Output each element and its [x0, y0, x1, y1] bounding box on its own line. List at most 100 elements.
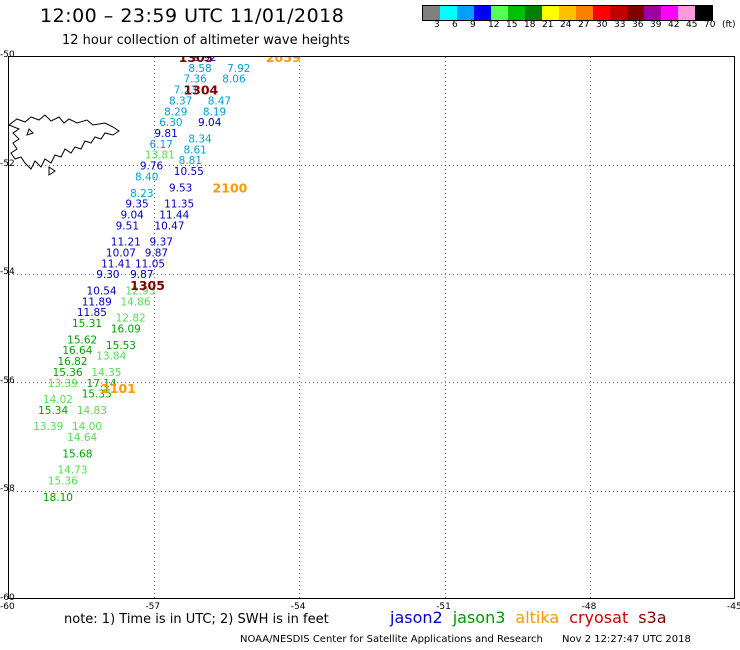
wave-height-reading: 9.87	[145, 247, 168, 259]
wave-height-reading: 12.82	[116, 313, 146, 325]
legend-swatch	[508, 6, 525, 20]
map-title: 12:00 – 23:59 UTC 11/01/2018	[40, 5, 345, 27]
pass-time-label: 1305	[130, 278, 165, 293]
wave-height-reading: 8.34	[188, 133, 212, 145]
legend-swatch	[610, 6, 627, 20]
wave-height-reading: 8.47	[208, 95, 231, 107]
pass-time-label: 1304	[183, 83, 218, 98]
wave-height-reading: 18.10	[43, 492, 73, 504]
wave-height-reading: 8.37	[169, 95, 192, 107]
wave-height-reading: 13.39	[48, 378, 78, 390]
map-subtitle: 12 hour collection of altimeter wave hei…	[62, 33, 350, 48]
wave-height-reading: 14.86	[120, 296, 150, 308]
pass-time-labels: 2059 1303 1304 2100 1305 2101	[101, 57, 301, 396]
longitude-label: -60	[0, 602, 15, 612]
legend-label: 18	[524, 20, 536, 30]
wave-height-reading: 16.64	[62, 345, 92, 357]
latitude-label: -54	[0, 267, 15, 278]
legend-label: 24	[560, 20, 572, 30]
legend-label: 6	[452, 20, 458, 30]
wave-height-reading: 8.06	[222, 74, 246, 86]
wave-height-reading: 9.04	[120, 209, 144, 221]
legend-swatch	[644, 6, 661, 20]
wave-height-reading: 14.35	[91, 367, 121, 379]
wave-height-reading: 8.58	[188, 63, 211, 75]
wave-height-reading: 9.04	[198, 117, 222, 129]
legend-label: 39	[650, 20, 662, 30]
wave-height-reading: 14.02	[43, 394, 73, 406]
wave-height-reading: 9.87	[130, 269, 153, 281]
wave-height-reading: 11.05	[135, 258, 165, 270]
map-frame: 9.92 8.58 7.92 7.36 8.06 7.23 8.37 8.47 8.29 8.19…	[8, 56, 735, 599]
legend-swatch	[440, 6, 457, 20]
map-canvas: 9.928.58 7.92 7.36 8.06 7.238.37 8.47 8.29 8.19…	[9, 57, 734, 598]
wave-height-reading: 9.53	[169, 182, 192, 194]
wave-height-reading: 15.36	[53, 367, 83, 379]
longitude-label: -45	[727, 602, 740, 612]
legend-label: 45	[686, 20, 698, 30]
legend-label: 15	[506, 20, 518, 30]
wave-height-reading: 8.23	[130, 188, 153, 200]
legend-swatch	[576, 6, 593, 20]
wave-height-reading: 15.36	[48, 476, 78, 488]
wave-height-reading: 15.68	[62, 448, 92, 460]
wave-height-reading: 8.19	[203, 106, 226, 118]
wave-height-reading: 9.92	[193, 57, 216, 64]
wave-height-reading: 9.81	[154, 128, 177, 140]
latitude-label: -56	[0, 375, 15, 386]
legend-swatch	[559, 6, 576, 20]
falkland-islands-landmass	[9, 114, 120, 176]
wave-height-reading: 9.76	[140, 161, 164, 173]
legend-label: 42	[668, 20, 680, 30]
longitude-label: -48	[581, 602, 597, 612]
wave-height-reading: 10.07	[106, 247, 136, 259]
wave-height-reading: 9.35	[125, 199, 148, 211]
credit-line: NOAA/NESDIS Center for Satellite Applica…	[240, 634, 691, 645]
latitude-label: -50	[0, 50, 15, 60]
wave-height-reading: 11.35	[164, 199, 194, 211]
wave-height-reading: 13.81	[145, 150, 175, 162]
legend-swatch	[423, 6, 440, 20]
wave-height-reading: 7.92	[227, 63, 250, 75]
generated-timestamp: Nov 2 12:27:47 UTC 2018	[562, 634, 691, 645]
wave-height-reading: 10.47	[154, 220, 184, 232]
legend-label: 70	[704, 20, 716, 30]
latitude-label: -58	[0, 484, 15, 495]
wave-height-reading: 11.21	[111, 237, 141, 249]
wave-height-reading: 13.84	[96, 351, 126, 363]
wave-height-reading: 16.09	[111, 324, 141, 336]
latitude-label: -60	[0, 593, 15, 603]
wave-height-reading: 11.89	[82, 296, 112, 308]
wave-height-reading: 10.54	[87, 285, 117, 297]
legend-label: 9	[470, 20, 476, 30]
legend-unit: (ft)	[722, 20, 736, 30]
wave-height-reading: 11.44	[159, 209, 189, 221]
legend-swatch	[474, 6, 491, 20]
pass-time-label: 2100	[213, 180, 248, 195]
pass-time-label: 2059	[266, 57, 301, 65]
color-scale-labels: 3 6 9 12 15 18 21 24 27 30 33 36 39 42 45 70 (ft)	[422, 20, 740, 34]
wave-height-reading: 14.83	[77, 405, 107, 417]
legend-swatch	[457, 6, 474, 20]
legend-swatch	[593, 6, 610, 20]
satellite-key-altika: altika	[515, 608, 560, 627]
legend-label: 21	[542, 20, 554, 30]
wave-height-reading: 14.00	[72, 421, 102, 433]
wave-height-reading: 8.29	[164, 106, 187, 118]
wave-height-reading: 7.23	[174, 85, 197, 97]
wave-height-reading: 15.35	[82, 389, 112, 401]
legend-swatch	[695, 6, 712, 20]
longitude-label: -54	[290, 602, 306, 612]
wave-height-reading: 15.31	[72, 318, 102, 330]
wave-height-reading: 8.81	[179, 155, 202, 167]
satellite-key-s3a: s3a	[638, 608, 667, 627]
wave-height-reading: 6.17	[150, 139, 173, 151]
wave-height-reading: 14.64	[67, 432, 97, 444]
satellite-key: jason2 jason3 altika cryosat s3a	[390, 608, 677, 627]
satellite-key-jason3: jason3	[452, 608, 506, 627]
wave-height-reading: 7.36	[183, 74, 207, 86]
wave-height-reading: 6.30	[159, 117, 182, 129]
legend-label: 3	[434, 20, 440, 30]
wave-height-reading: 15.34	[38, 405, 68, 417]
legend-label: 12	[488, 20, 500, 30]
